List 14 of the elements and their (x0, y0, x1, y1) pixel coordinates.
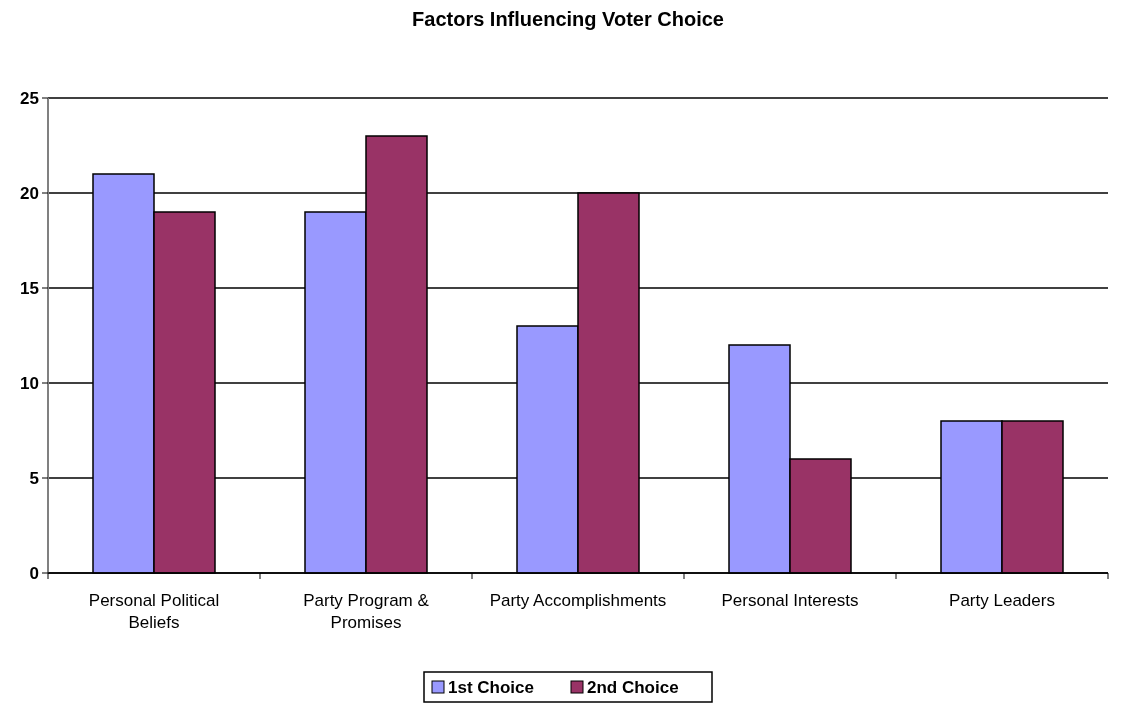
chart-title: Factors Influencing Voter Choice (412, 8, 724, 30)
y-tick-label: 5 (29, 468, 39, 488)
y-tick-label: 20 (20, 183, 39, 203)
y-tick-label: 10 (20, 373, 39, 393)
x-tick-label: Party Leaders (949, 591, 1055, 610)
legend-label: 1st Choice (448, 677, 534, 697)
x-tick-label: Party Program & Promises (303, 591, 430, 632)
y-tick-label: 25 (20, 88, 39, 108)
x-tick-label: Personal Interests (721, 591, 859, 610)
legend-label: 2nd Choice (587, 677, 679, 697)
x-tick-label: Personal Political Beliefs (88, 591, 220, 632)
y-tick-label: 0 (29, 563, 39, 583)
y-tick-label: 15 (20, 278, 39, 298)
x-tick-label: Party Accomplishments (489, 591, 667, 610)
